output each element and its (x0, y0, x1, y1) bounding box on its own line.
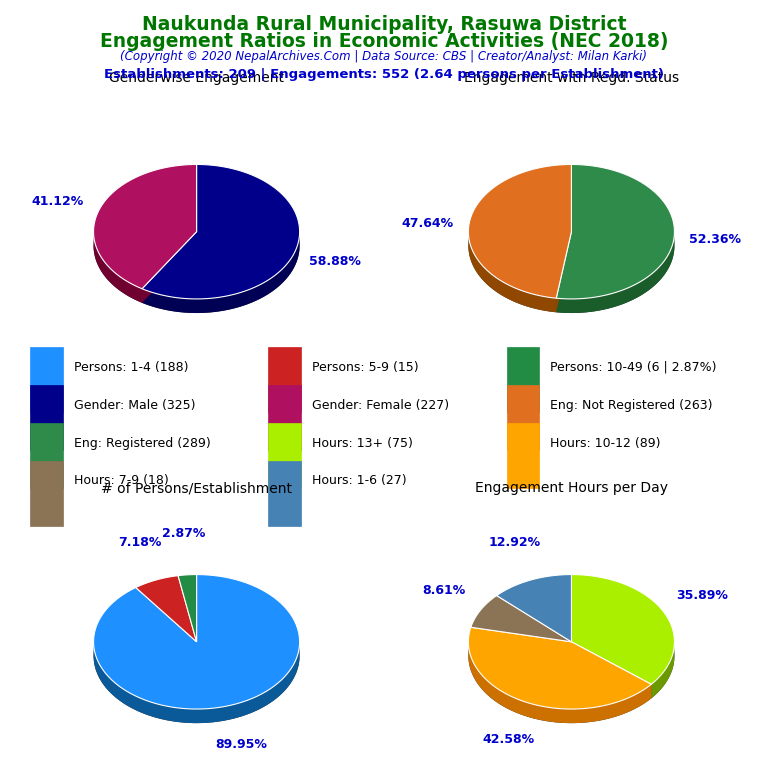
Bar (30, 347, 63, 412)
Polygon shape (571, 642, 651, 698)
Polygon shape (142, 164, 300, 299)
Text: 52.36%: 52.36% (690, 233, 741, 247)
Text: Persons: 1-4 (188): Persons: 1-4 (188) (74, 361, 188, 373)
Title: Engagement with Regd. Status: Engagement with Regd. Status (464, 71, 679, 85)
Polygon shape (556, 232, 571, 313)
Text: Persons: 10-49 (6 | 2.87%): Persons: 10-49 (6 | 2.87%) (550, 361, 717, 373)
Bar (30, 423, 63, 488)
Bar (30, 461, 63, 526)
Text: Eng: Registered (289): Eng: Registered (289) (74, 436, 210, 449)
Polygon shape (468, 228, 556, 313)
Text: Naukunda Rural Municipality, Rasuwa District: Naukunda Rural Municipality, Rasuwa Dist… (142, 15, 626, 35)
Text: 58.88%: 58.88% (310, 255, 361, 268)
Text: 2.87%: 2.87% (162, 528, 205, 540)
Text: Gender: Male (325): Gender: Male (325) (74, 399, 195, 412)
Polygon shape (94, 639, 300, 723)
Text: Hours: 13+ (75): Hours: 13+ (75) (312, 436, 412, 449)
Text: 35.89%: 35.89% (676, 589, 727, 602)
Text: Gender: Female (227): Gender: Female (227) (312, 399, 449, 412)
Polygon shape (94, 164, 197, 289)
Bar (269, 347, 301, 412)
Bar (269, 423, 301, 488)
Text: 7.18%: 7.18% (118, 535, 161, 548)
Polygon shape (94, 178, 300, 313)
Polygon shape (651, 639, 674, 698)
Polygon shape (94, 588, 300, 723)
Title: # of Persons/Establishment: # of Persons/Establishment (101, 482, 292, 495)
Text: 42.58%: 42.58% (482, 733, 535, 746)
Text: 12.92%: 12.92% (488, 535, 541, 548)
Bar (507, 385, 539, 450)
Polygon shape (556, 164, 674, 299)
Text: 89.95%: 89.95% (216, 738, 267, 751)
Bar (507, 423, 539, 488)
Polygon shape (142, 231, 300, 313)
Polygon shape (468, 588, 674, 723)
Polygon shape (571, 574, 674, 684)
Title: Genderwise Engagement: Genderwise Engagement (109, 71, 284, 85)
Bar (507, 347, 539, 412)
Polygon shape (142, 232, 197, 303)
Polygon shape (471, 595, 571, 642)
Text: Persons: 5-9 (15): Persons: 5-9 (15) (312, 361, 419, 373)
Bar (30, 385, 63, 450)
Polygon shape (556, 231, 674, 313)
Polygon shape (178, 574, 197, 642)
Polygon shape (497, 574, 571, 642)
Text: (Copyright © 2020 NepalArchives.Com | Data Source: CBS | Creator/Analyst: Milan : (Copyright © 2020 NepalArchives.Com | Da… (121, 50, 647, 63)
Polygon shape (556, 232, 571, 313)
Polygon shape (142, 232, 197, 303)
Text: Eng: Not Registered (263): Eng: Not Registered (263) (550, 399, 713, 412)
Polygon shape (571, 642, 651, 698)
Text: Establishments: 209 | Engagements: 552 (2.64 persons per Establishment): Establishments: 209 | Engagements: 552 (… (104, 68, 664, 81)
Polygon shape (468, 164, 571, 298)
Polygon shape (94, 229, 142, 303)
Polygon shape (468, 178, 674, 313)
Text: Hours: 1-6 (27): Hours: 1-6 (27) (312, 475, 406, 488)
Title: Engagement Hours per Day: Engagement Hours per Day (475, 482, 668, 495)
Bar (269, 461, 301, 526)
Text: Hours: 10-12 (89): Hours: 10-12 (89) (550, 436, 660, 449)
Text: 8.61%: 8.61% (422, 584, 465, 598)
Polygon shape (94, 574, 300, 709)
Text: 41.12%: 41.12% (31, 195, 84, 208)
Bar (269, 385, 301, 450)
Polygon shape (468, 627, 651, 709)
Polygon shape (136, 576, 197, 642)
Text: 47.64%: 47.64% (402, 217, 454, 230)
Text: Engagement Ratios in Economic Activities (NEC 2018): Engagement Ratios in Economic Activities… (100, 32, 668, 51)
Text: Hours: 7-9 (18): Hours: 7-9 (18) (74, 475, 168, 488)
Polygon shape (468, 639, 651, 723)
